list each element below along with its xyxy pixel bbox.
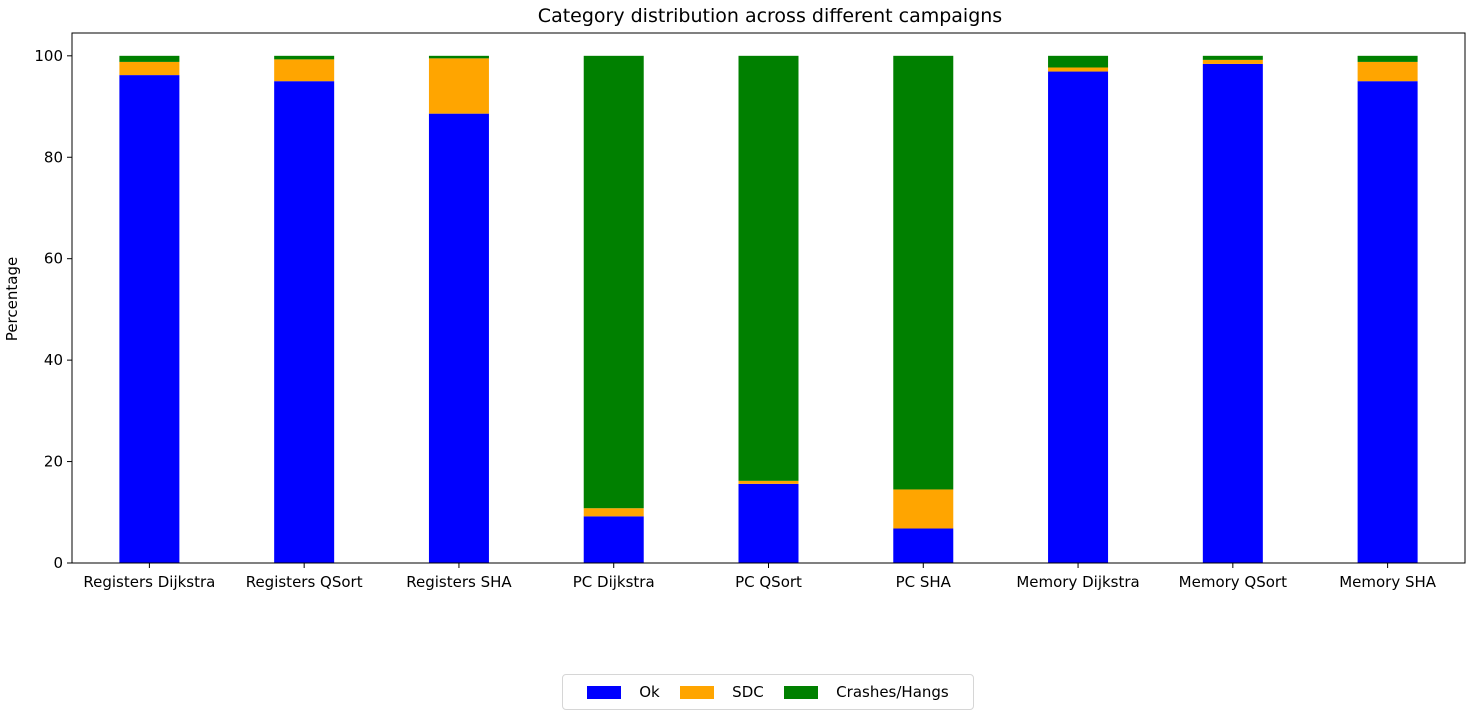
legend-label-sdc: SDC [732, 683, 764, 701]
bar-memory-dijkstra-sdc [1048, 67, 1109, 72]
x-tick-label: PC Dijkstra [573, 573, 655, 591]
bar-registers-sha-ok [428, 113, 489, 564]
bar-memory-qsort-sdc [1202, 59, 1263, 64]
legend-swatch-crashes-hangs [784, 685, 819, 699]
x-tick-label: Memory Dijkstra [1016, 573, 1139, 591]
legend-item-ok: Ok [587, 683, 660, 701]
bar-memory-dijkstra-crashes-hangs [1048, 55, 1109, 68]
bar-pc-qsort-crashes-hangs [738, 55, 799, 481]
x-tick-label: PC SHA [896, 573, 952, 591]
bar-registers-dijkstra-crashes-hangs [119, 55, 180, 62]
bar-memory-qsort-crashes-hangs [1202, 55, 1263, 60]
bar-memory-sha-crashes-hangs [1357, 55, 1418, 62]
chart-title: Category distribution across different c… [538, 5, 1002, 27]
y-tick-label: 40 [44, 351, 63, 369]
legend-item-crashes-hangs: Crashes/Hangs [784, 683, 949, 701]
x-tick-label: Registers SHA [406, 573, 512, 591]
bar-pc-dijkstra-crashes-hangs [583, 55, 644, 509]
bar-registers-sha-sdc [428, 58, 489, 114]
x-tick-label: Memory SHA [1339, 573, 1437, 591]
x-tick-label: PC QSort [735, 573, 802, 591]
y-tick-label: 0 [53, 554, 63, 572]
bar-pc-dijkstra-sdc [583, 508, 644, 517]
bar-pc-dijkstra-ok [583, 516, 644, 563]
bar-memory-sha-ok [1357, 81, 1418, 563]
y-tick-label: 80 [44, 148, 63, 166]
bar-registers-dijkstra-ok [119, 75, 180, 563]
legend-label-crashes-hangs: Crashes/Hangs [836, 683, 949, 701]
y-axis-label: Percentage [3, 257, 21, 341]
y-tick-label: 20 [44, 453, 63, 471]
bar-registers-sha-crashes-hangs [428, 55, 489, 59]
bar-registers-qsort-sdc [274, 59, 335, 82]
legend-label-ok: Ok [639, 683, 660, 701]
legend-item-sdc: SDC [680, 683, 764, 701]
bar-pc-sha-ok [893, 528, 954, 563]
bar-registers-qsort-ok [274, 81, 335, 563]
bar-pc-sha-sdc [893, 489, 954, 529]
bar-memory-dijkstra-ok [1048, 71, 1109, 563]
legend: Ok SDC Crashes/Hangs [562, 674, 974, 710]
bar-pc-qsort-sdc [738, 480, 799, 484]
bar-registers-dijkstra-sdc [119, 61, 180, 76]
y-tick-label: 100 [34, 47, 63, 65]
x-tick-label: Registers QSort [246, 573, 363, 591]
x-tick-label: Memory QSort [1179, 573, 1287, 591]
bar-memory-qsort-ok [1202, 63, 1263, 563]
legend-swatch-sdc [680, 685, 715, 699]
x-tick-label: Registers Dijkstra [83, 573, 215, 591]
bar-pc-sha-crashes-hangs [893, 55, 954, 490]
bar-pc-qsort-ok [738, 483, 799, 563]
bar-memory-sha-sdc [1357, 61, 1418, 82]
legend-swatch-ok [587, 685, 622, 699]
y-tick-label: 60 [44, 250, 63, 268]
bar-registers-qsort-crashes-hangs [274, 55, 335, 60]
